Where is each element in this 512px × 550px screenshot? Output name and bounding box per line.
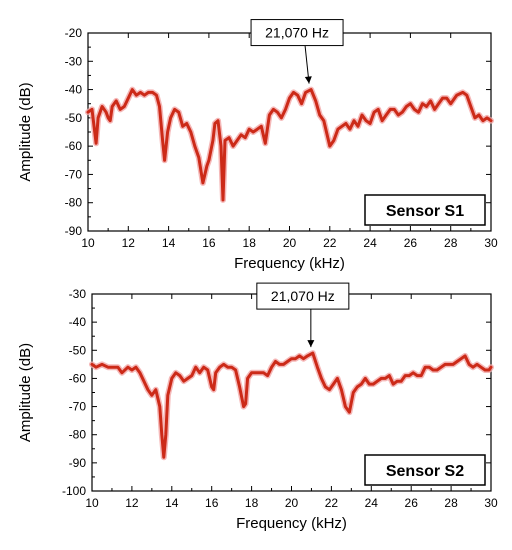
y-tick-label: -50 [69,343,87,357]
x-tick-label: 24 [363,236,377,250]
sensor-box [364,194,486,226]
sensor-label-box: Sensor S2 [364,454,486,486]
y-tick-label: -30 [65,54,83,68]
x-tick-label: 22 [323,236,337,250]
y-tick-label: -30 [69,287,87,301]
annotation-label: 21,070 Hz [265,25,329,41]
x-tick-label: 14 [165,496,179,510]
annotation-box [256,282,350,310]
series-line [86,88,493,202]
y-tick-label: -70 [69,400,87,414]
y-tick-label: -60 [69,371,87,385]
y-tick-label: -40 [65,83,83,97]
annotation: 21,070 Hz [256,282,350,348]
annotation-label: 21,070 Hz [271,288,335,304]
y-tick-label: -90 [65,224,83,238]
x-tick-label: 12 [125,496,139,510]
x-tick-label: 22 [325,496,339,510]
chart-marks: 10 12 14 16 18 20 22 24 26 28 30 -90 -80 -70 -60 -50 -40… [65,26,498,250]
x-axis-label: Frequency (kHz) [236,515,347,532]
series-line-glow [85,86,494,203]
x-tick-label: 18 [245,496,259,510]
annotation-arrowhead [307,340,315,348]
x-tick-label: 10 [85,496,99,510]
y-tick-label: -100 [62,484,86,498]
x-axis-label: Frequency (kHz) [234,255,345,272]
y-tick-label: -90 [69,456,87,470]
y-tick-label: -40 [69,315,87,329]
x-tick-label: 24 [365,496,379,510]
y-tick-label: -70 [65,167,83,181]
y-tick-label: -80 [69,428,87,442]
x-tick-label: 28 [444,496,458,510]
x-tick-label: 28 [444,236,458,250]
x-tick-label: 26 [404,236,418,250]
annotation-arrowhead [304,76,312,84]
y-axis-label: Amplitude (dB) [17,82,34,181]
chart-panel-sensor-s2: 10 12 14 16 18 20 22 24 26 28 30 -100 -90 -80 -70 -60 -5… [17,282,498,532]
y-tick-label: -60 [65,139,83,153]
chart-panel-sensor-s1: 10 12 14 16 18 20 22 24 26 28 30 -90 -80 -70 -60 -50 -40… [17,19,498,272]
x-tick-label: 18 [243,236,257,250]
sensor-label: Sensor S2 [386,463,464,480]
sensor-label: Sensor S1 [386,203,464,220]
annotation: 21,070 Hz [250,19,344,84]
x-tick-label: 30 [484,236,498,250]
x-tick-label: 20 [285,496,299,510]
x-tick-label: 16 [205,496,219,510]
y-tick-label: -50 [65,111,83,125]
sensor-box [364,454,486,486]
y-tick-label: -20 [65,26,83,40]
series-line [90,351,493,459]
x-tick-label: 16 [202,236,216,250]
x-tick-label: 12 [122,236,136,250]
sensor-label-box: Sensor S1 [364,194,486,226]
x-tick-label: 14 [162,236,176,250]
x-tick-label: 20 [283,236,297,250]
annotation-box [250,19,344,47]
x-tick-label: 10 [81,236,95,250]
y-axis-label: Amplitude (dB) [17,343,34,442]
x-tick-label: 30 [484,496,498,510]
y-tick-label: -80 [65,196,83,210]
x-tick-label: 26 [405,496,419,510]
